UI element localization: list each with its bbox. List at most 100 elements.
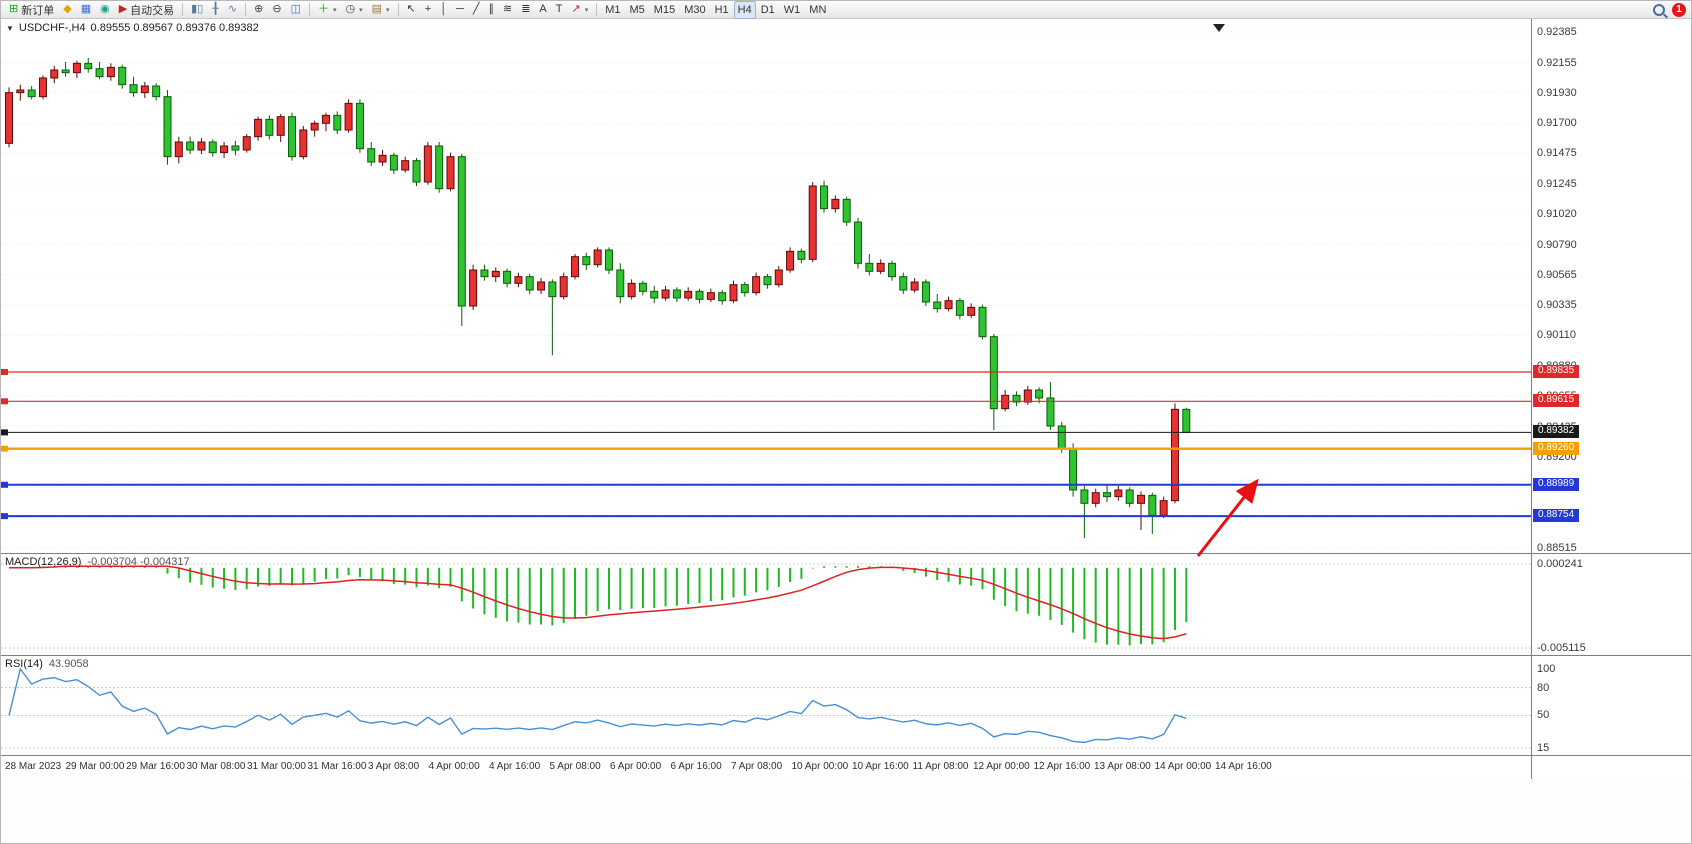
chevron-down-icon[interactable]: ▾ [584,6,589,14]
time-axis[interactable]: 28 Mar 2023 29 Mar 00:00 29 Mar 16:00 30 Ma… [1,756,1691,779]
candle [627,282,636,298]
candle [1035,389,1044,399]
rsi-panel: RSI(14) 43.9058 100 80 50 15 [1,656,1691,756]
candle [491,270,500,278]
candle [321,114,330,124]
templates-button[interactable]: ▤ ▾ [368,1,394,19]
price-axis-tick: 0.92155 [1537,56,1577,69]
candle [842,198,851,223]
indicators-button[interactable]: ＋ ▾ [314,1,341,19]
chevron-down-icon[interactable]: ▾ [332,6,337,14]
candle [242,136,251,151]
candle [367,148,376,163]
candle [989,336,998,410]
label-button[interactable]: T [552,1,567,19]
styler-button[interactable]: ◆ [59,1,75,19]
candle [84,62,93,70]
resistance-line-1-price-badge: 0.89835 [1533,365,1580,378]
candle [265,118,274,136]
tf-d1-label: D1 [760,3,775,16]
candle [967,306,976,316]
ohlc-values: 0.89555 0.89567 0.89376 0.89382 [90,22,259,34]
candle [27,89,36,98]
line-chart-button[interactable]: ∿ [224,1,241,19]
candle [548,281,557,298]
chevron-down-icon[interactable]: ▾ [359,6,363,14]
vertical-line-button[interactable]: │ [436,1,451,19]
arrows-button[interactable]: ↗ ▾ [568,1,593,19]
grid-button[interactable]: ≣ [517,1,534,19]
time-axis-label: 4 Apr 00:00 [428,761,480,772]
macd-signal-line [8,565,1187,640]
candle [763,276,772,286]
tf-m30[interactable]: M30 [680,1,709,19]
crosshair-button[interactable]: + [421,1,435,19]
zoom-out-icon: ⊖ [272,3,282,15]
tf-h4[interactable]: H4 [733,1,756,19]
tf-w1[interactable]: W1 [780,1,805,19]
price-axis-tick: 0.90790 [1537,238,1577,251]
candle [514,276,523,284]
candle [254,118,263,138]
time-axis-label: 31 Mar 00:00 [247,761,306,772]
price-axis[interactable]: 0.92385 0.92155 0.91930 0.91700 0.91475 0.912… [1532,19,1691,554]
candle [899,276,908,291]
horizontal-line-button[interactable]: ─ [452,1,468,19]
candle [718,292,727,302]
bar-chart-button[interactable]: ▮▯ [187,1,207,19]
toolbar-right-area: 1 [1653,2,1689,17]
candlestick-button[interactable]: ╂ [208,1,223,19]
tf-m5[interactable]: M5 [626,1,649,19]
chevron-down-icon[interactable]: ▾ [386,6,390,14]
candle [457,156,466,307]
time-axis-label: 29 Mar 16:00 [126,761,185,772]
symbol-dropdown-icon[interactable]: ▼ [6,23,14,33]
macd-axis[interactable]: 0.000241 -0.005115 [1532,554,1691,655]
tile-windows-button[interactable]: ◫ [287,1,305,19]
cursor-button[interactable]: ↖ [403,1,420,19]
navigator-button[interactable]: ◉ [96,1,114,19]
channel-button[interactable]: ∥ [484,1,498,19]
periods-icon: ◷ [345,3,356,15]
tf-m15[interactable]: M15 [650,1,679,19]
rsi-axis-tick: 80 [1537,681,1550,694]
candlestick-plot[interactable] [1,19,1531,554]
new-order-button[interactable]: ⊞ 新订单 [5,1,58,19]
candle [1001,394,1010,410]
candle [5,92,13,144]
tf-m1[interactable]: M1 [601,1,624,19]
fibonacci-button[interactable]: ≋ [499,1,516,19]
candle [820,185,829,210]
candle [435,145,444,190]
tf-d1[interactable]: D1 [757,1,779,19]
chart-window: ▼ USDCHF-,H4 0.89555 0.89567 0.89376 0.8… [1,19,1691,843]
tf-mn[interactable]: MN [805,1,830,19]
fibonacci-icon: ≋ [502,3,513,15]
candle [469,269,478,307]
search-icon[interactable] [1653,3,1665,16]
periods-button[interactable]: ◷ ▾ [341,1,366,19]
candle [752,276,761,294]
candle [582,256,591,266]
data-window-button[interactable]: ▦ [77,1,95,19]
zoom-out-button[interactable]: ⊖ [268,1,285,19]
auto-trading-icon: ▶ [118,3,128,15]
rsi-axis[interactable]: 100 80 50 15 [1532,656,1691,755]
trendline-button[interactable]: ╱ [469,1,484,19]
auto-trading-button[interactable]: ▶ 自动交易 [115,1,178,19]
candle [208,141,217,154]
grid-icon: ≣ [521,3,531,15]
new-order-icon: ⊞ [9,3,19,15]
candle [1080,489,1089,504]
rsi-plot[interactable] [1,656,1531,756]
macd-plot[interactable] [1,554,1531,656]
text-button[interactable]: A [535,1,550,19]
candle [95,68,104,78]
candle [831,198,840,210]
tf-h1[interactable]: H1 [711,1,733,19]
candle [401,160,410,171]
zoom-in-button[interactable]: ⊕ [250,1,267,19]
candle [638,282,647,292]
notification-badge[interactable]: 1 [1672,2,1686,17]
